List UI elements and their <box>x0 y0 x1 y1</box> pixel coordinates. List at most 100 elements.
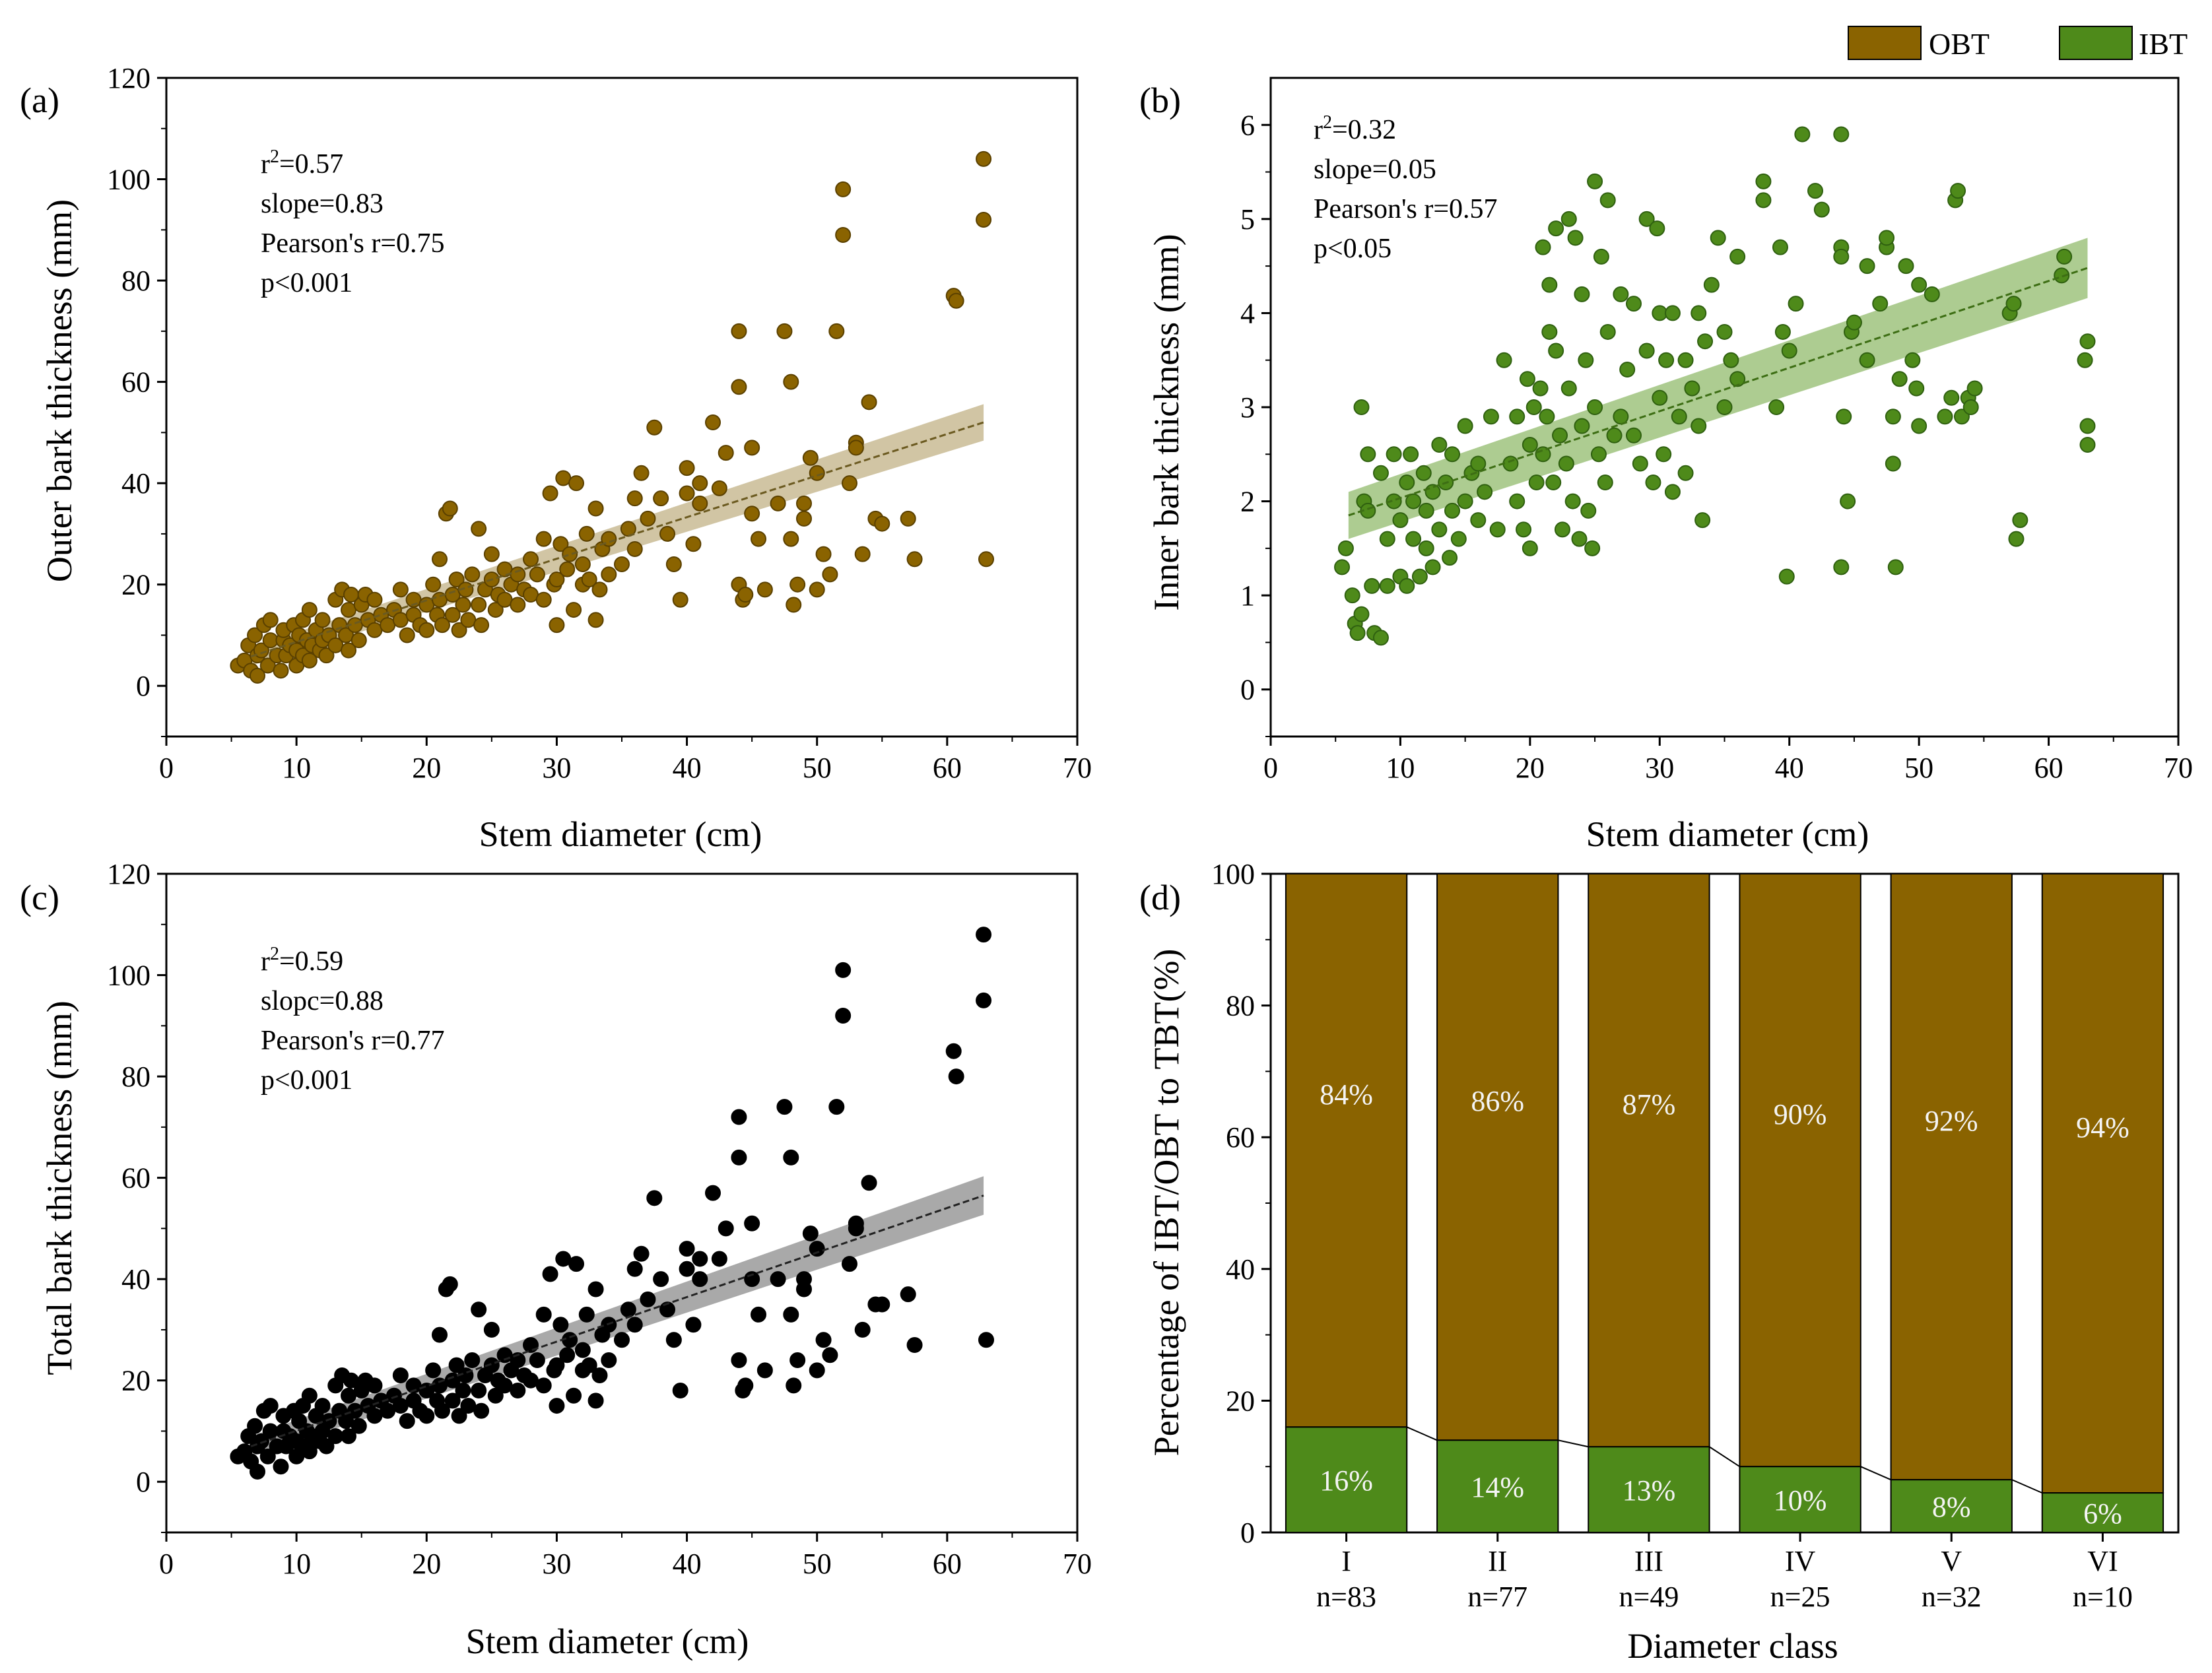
panel-c-data-point <box>273 1459 289 1475</box>
panel-b-data-point <box>1716 399 1733 415</box>
panel-a-data-point <box>273 663 289 679</box>
panel-a-plot: 0 10 20 30 40 50 60 70 0 20 40 60 80 100 120 <box>107 62 1092 784</box>
panel-d-connector-line <box>1709 1446 1740 1468</box>
panel-a-data-point <box>679 485 695 502</box>
panel-c-data-point <box>247 1418 263 1434</box>
panel-b-data-point <box>1774 323 1791 340</box>
panel-b-data-point <box>1403 446 1419 463</box>
panel-b-data-point <box>1846 314 1862 331</box>
panel-a-xtick-label: 70 <box>1063 752 1092 784</box>
panel-d-obt-percent-label: 86% <box>1471 1085 1524 1117</box>
panel-b-data-point <box>1580 502 1597 519</box>
panel-a-data-point <box>314 612 331 628</box>
panel-a-xtick-label: 40 <box>673 752 702 784</box>
panel-b-ytick-label: 6 <box>1240 109 1255 141</box>
panel-c-data-point <box>578 1306 595 1323</box>
panel-b-data-point <box>1911 418 1927 434</box>
panel-a-xlabel: Stem diameter (cm) <box>479 814 762 854</box>
panel-b-data-point <box>1564 493 1581 509</box>
panel-b-data-point <box>1364 577 1380 594</box>
panel-a-data-point <box>835 226 852 243</box>
panel-a-data-point <box>366 622 383 638</box>
panel-c-data-point <box>614 1332 630 1348</box>
panel-d-ibt-percent-label: 16% <box>1320 1464 1373 1497</box>
panel-d-connector-line <box>1406 1426 1438 1441</box>
panel-c-data-point <box>665 1332 682 1348</box>
panel-a-data-point <box>568 475 584 492</box>
panel-c-data-point <box>432 1377 448 1394</box>
panel-d-category-label: I <box>1341 1545 1351 1577</box>
panel-a-data-point <box>341 602 356 618</box>
panel-a-data-point <box>473 617 490 634</box>
panel-a-data-point <box>455 597 471 613</box>
panel-c-data-point <box>523 1372 539 1389</box>
panel-c-data-point <box>587 1281 604 1297</box>
panel-a-data-point <box>692 475 708 492</box>
panel-b-data-point <box>1442 550 1458 566</box>
panel-d-connector-line <box>1558 1439 1589 1448</box>
panel-b-data-point <box>1353 606 1370 622</box>
panel-b-data-point <box>1444 446 1460 463</box>
panel-b-data-point <box>1671 409 1687 425</box>
panel-a-data-point <box>809 581 825 598</box>
panel-d-bar-obt <box>2041 873 2164 1494</box>
panel-b-data-point <box>1548 343 1564 359</box>
panel-c-data-point <box>591 1367 608 1384</box>
panel-b-data-point <box>1859 258 1875 275</box>
panel-c-data-point <box>731 1149 747 1165</box>
panel-c-data-point <box>301 1387 318 1404</box>
panel-c-data-point <box>392 1367 409 1384</box>
panel-b-data-point <box>1658 352 1675 368</box>
panel-b-data-point <box>1548 220 1564 237</box>
panel-c-data-point <box>366 1408 383 1424</box>
panel-b-data-point <box>1337 540 1354 556</box>
panel-b-data-point <box>1418 502 1434 519</box>
panel-c-data-point <box>568 1256 584 1272</box>
panel-a-data-point <box>976 150 992 167</box>
panel-b-data-point <box>1677 352 1694 368</box>
panel-b-data-point <box>1424 484 1441 500</box>
panel-b-ylabel: Inner bark thickness (mm) <box>1147 234 1186 610</box>
panel-c-data-point <box>442 1276 458 1292</box>
panel-a-data-point <box>948 292 964 309</box>
panel-b-data-point <box>1489 521 1506 538</box>
panel-c-data-point <box>633 1245 650 1262</box>
panel-b-data-point <box>1483 409 1499 425</box>
panel-c-data-point <box>744 1215 760 1231</box>
panel-a-data-point <box>685 536 702 552</box>
panel-d-ytick-label: 20 <box>1226 1385 1255 1417</box>
panel-b-data-point <box>1962 399 1979 415</box>
panel-b-fit-line <box>1348 267 2088 517</box>
panel-c-data-point <box>549 1357 565 1373</box>
panel-a-data-point <box>559 561 576 577</box>
panel-c-r2-prefix: r <box>261 946 270 977</box>
panel-a-data-point <box>626 490 643 507</box>
panel-a-data-point <box>633 465 650 481</box>
panel-b-data-point <box>1541 277 1558 293</box>
panel-a-ylabel: Outer bark thickness (mm) <box>40 199 79 582</box>
panel-b-data-point <box>1885 455 1901 472</box>
panel-c-xtick-label: 40 <box>673 1548 702 1580</box>
panel-c-data-point <box>809 1362 825 1379</box>
panel-b-xlabel: Stem diameter (cm) <box>1586 814 1869 854</box>
panel-c-data-point <box>321 1413 337 1429</box>
panel-c-data-point <box>425 1362 442 1379</box>
panel-a-data-point <box>614 556 630 572</box>
panel-b-data-point <box>1599 192 1616 209</box>
panel-a-data-point <box>587 500 604 517</box>
legend: OBT IBT <box>1848 26 2188 61</box>
panel-b-data-point <box>1887 559 1904 575</box>
panel-a-r2-prefix: r <box>261 149 270 180</box>
panel-b-data-point <box>1578 352 1594 368</box>
panel-c-data-point <box>559 1347 576 1363</box>
panel-b-data-point <box>1879 230 1895 246</box>
panel-c-data-point <box>464 1352 481 1368</box>
panel-b-data-point <box>1532 380 1549 397</box>
panel-b-data-point <box>1554 521 1570 538</box>
panel-c-data-point <box>542 1266 558 1282</box>
panel-c-data-point <box>581 1357 597 1373</box>
panel-a-data-point <box>262 632 279 649</box>
panel-b-data-point <box>1349 625 1366 641</box>
panel-b-data-point <box>1519 371 1535 387</box>
panel-c-data-point <box>455 1383 471 1399</box>
